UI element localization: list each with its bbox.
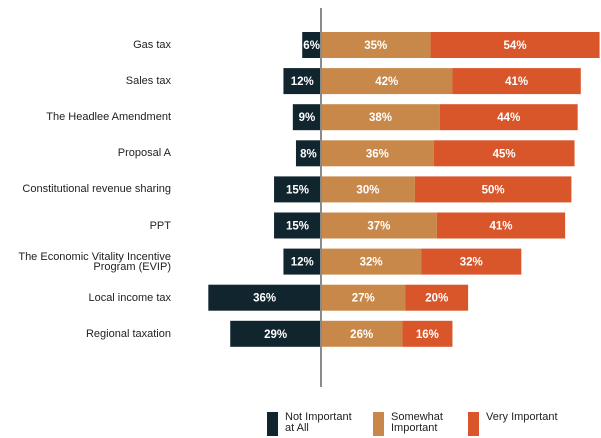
- value-label: 41%: [489, 221, 512, 233]
- bar-segment: [321, 284, 406, 311]
- category-label: Regional taxation: [85, 327, 171, 340]
- bar-segment: [321, 32, 431, 58]
- value-label: 37%: [367, 221, 390, 233]
- category-label: Constitutional revenue sharing: [22, 183, 171, 196]
- value-label: 30%: [356, 184, 379, 196]
- bar-segment: [321, 248, 422, 275]
- value-label: 42%: [375, 76, 398, 88]
- bar-segment: [302, 32, 321, 58]
- bar-segment: [321, 212, 437, 239]
- bar-segment: [439, 104, 578, 131]
- category-label: Local income tax: [88, 291, 171, 304]
- value-label: 44%: [497, 112, 520, 124]
- value-label: 35%: [364, 40, 387, 52]
- value-label: 8%: [300, 148, 317, 160]
- value-label: 54%: [504, 40, 527, 52]
- bar-segment: [283, 68, 321, 95]
- value-label: 15%: [286, 221, 309, 233]
- bar-segment: [433, 140, 575, 167]
- legend-swatch: [468, 412, 479, 436]
- bar-segment: [321, 68, 453, 95]
- bar-segment: [283, 248, 321, 275]
- bar-segment: [230, 320, 321, 347]
- category-label: Proposal A: [117, 147, 171, 160]
- value-label: 45%: [493, 148, 516, 160]
- legend-label: Somewhat Important: [391, 411, 443, 434]
- value-label: 32%: [360, 257, 383, 269]
- bar-segment: [292, 104, 321, 131]
- value-label: 41%: [505, 76, 528, 88]
- value-label: 12%: [291, 76, 314, 88]
- value-label: 16%: [416, 329, 439, 341]
- bar-segment: [405, 284, 469, 311]
- category-label: PPT: [149, 219, 171, 232]
- value-label: 27%: [352, 293, 375, 305]
- bar-segment: [436, 212, 566, 239]
- category-label: The Economic Vitality Incentive Program …: [18, 250, 171, 273]
- value-label: 6%: [303, 40, 320, 52]
- value-label: 50%: [482, 184, 505, 196]
- legend-label: Not Important at All: [285, 411, 352, 434]
- bar-segment: [321, 320, 403, 347]
- bar-segment: [295, 140, 321, 167]
- value-label: 9%: [299, 112, 316, 124]
- bar-segment: [414, 176, 572, 203]
- value-label: 12%: [291, 257, 314, 269]
- value-label: 36%: [366, 148, 389, 160]
- bar-segment: [452, 68, 581, 95]
- category-label: Gas tax: [133, 39, 171, 51]
- bar-segment: [321, 140, 434, 167]
- value-label: 38%: [369, 112, 392, 124]
- value-label: 20%: [425, 293, 448, 305]
- category-label: The Headlee Amendment: [46, 111, 171, 124]
- bar-segment: [274, 212, 321, 239]
- value-label: 36%: [253, 293, 276, 305]
- value-label: 26%: [350, 329, 373, 341]
- bar-segment: [274, 176, 321, 203]
- category-label: Sales tax: [125, 75, 171, 88]
- bar-segment: [421, 248, 522, 275]
- value-label: 32%: [460, 257, 483, 269]
- bar-segment: [402, 320, 453, 347]
- legend-swatch: [373, 412, 384, 436]
- bar-segment: [321, 104, 440, 131]
- value-label: 15%: [286, 184, 309, 196]
- bar-segment: [321, 176, 415, 203]
- value-label: 29%: [264, 329, 287, 341]
- bar-segment: [430, 32, 600, 58]
- legend-label: Very Important: [486, 411, 558, 423]
- legend-swatch: [267, 412, 278, 436]
- bar-segment: [208, 284, 321, 311]
